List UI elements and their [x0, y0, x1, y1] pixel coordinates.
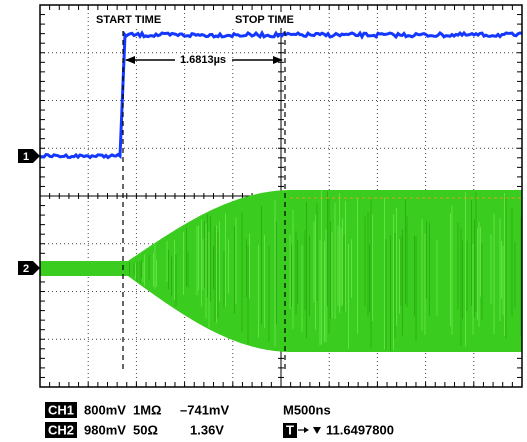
ch1-trace [39, 29, 523, 160]
start-label: START TIME [96, 14, 161, 26]
label-bg [93, 12, 183, 28]
arrowhead [273, 56, 283, 64]
ch2-envelope [40, 190, 522, 352]
ch1-scale: 800mV [84, 402, 126, 417]
ch2-label: CH2 [48, 422, 74, 437]
ch2-offset: 1.36V [190, 422, 224, 437]
traces [39, 29, 523, 352]
graticule-border [39, 4, 523, 388]
trigger-label: T [286, 422, 294, 437]
trigger-level-icon [313, 427, 321, 434]
ch2-badge [45, 422, 77, 438]
timebase: M500ns [283, 402, 331, 417]
ch2-marker [18, 261, 40, 275]
trigger-arrow-head [304, 427, 309, 433]
ch1-marker [18, 149, 40, 163]
ch1-label: CH1 [48, 402, 74, 417]
trigger-badge [283, 423, 297, 438]
arrowhead [125, 56, 135, 64]
interval-label: 1.6813µs [180, 54, 226, 66]
ch1-offset: –741mV [180, 402, 229, 417]
trigger-position: 11.6497800 [326, 422, 394, 437]
ch2-scale: 980mV [84, 422, 126, 437]
ch2-impedance: 50Ω [133, 422, 158, 437]
ch2-marker-label: 2 [23, 263, 29, 275]
ch1-badge [45, 402, 77, 418]
stop-label: STOP TIME [235, 14, 294, 26]
ch1-marker-label: 1 [23, 151, 29, 163]
label-bg [232, 12, 326, 28]
ch1-impedance: 1MΩ [133, 402, 161, 417]
